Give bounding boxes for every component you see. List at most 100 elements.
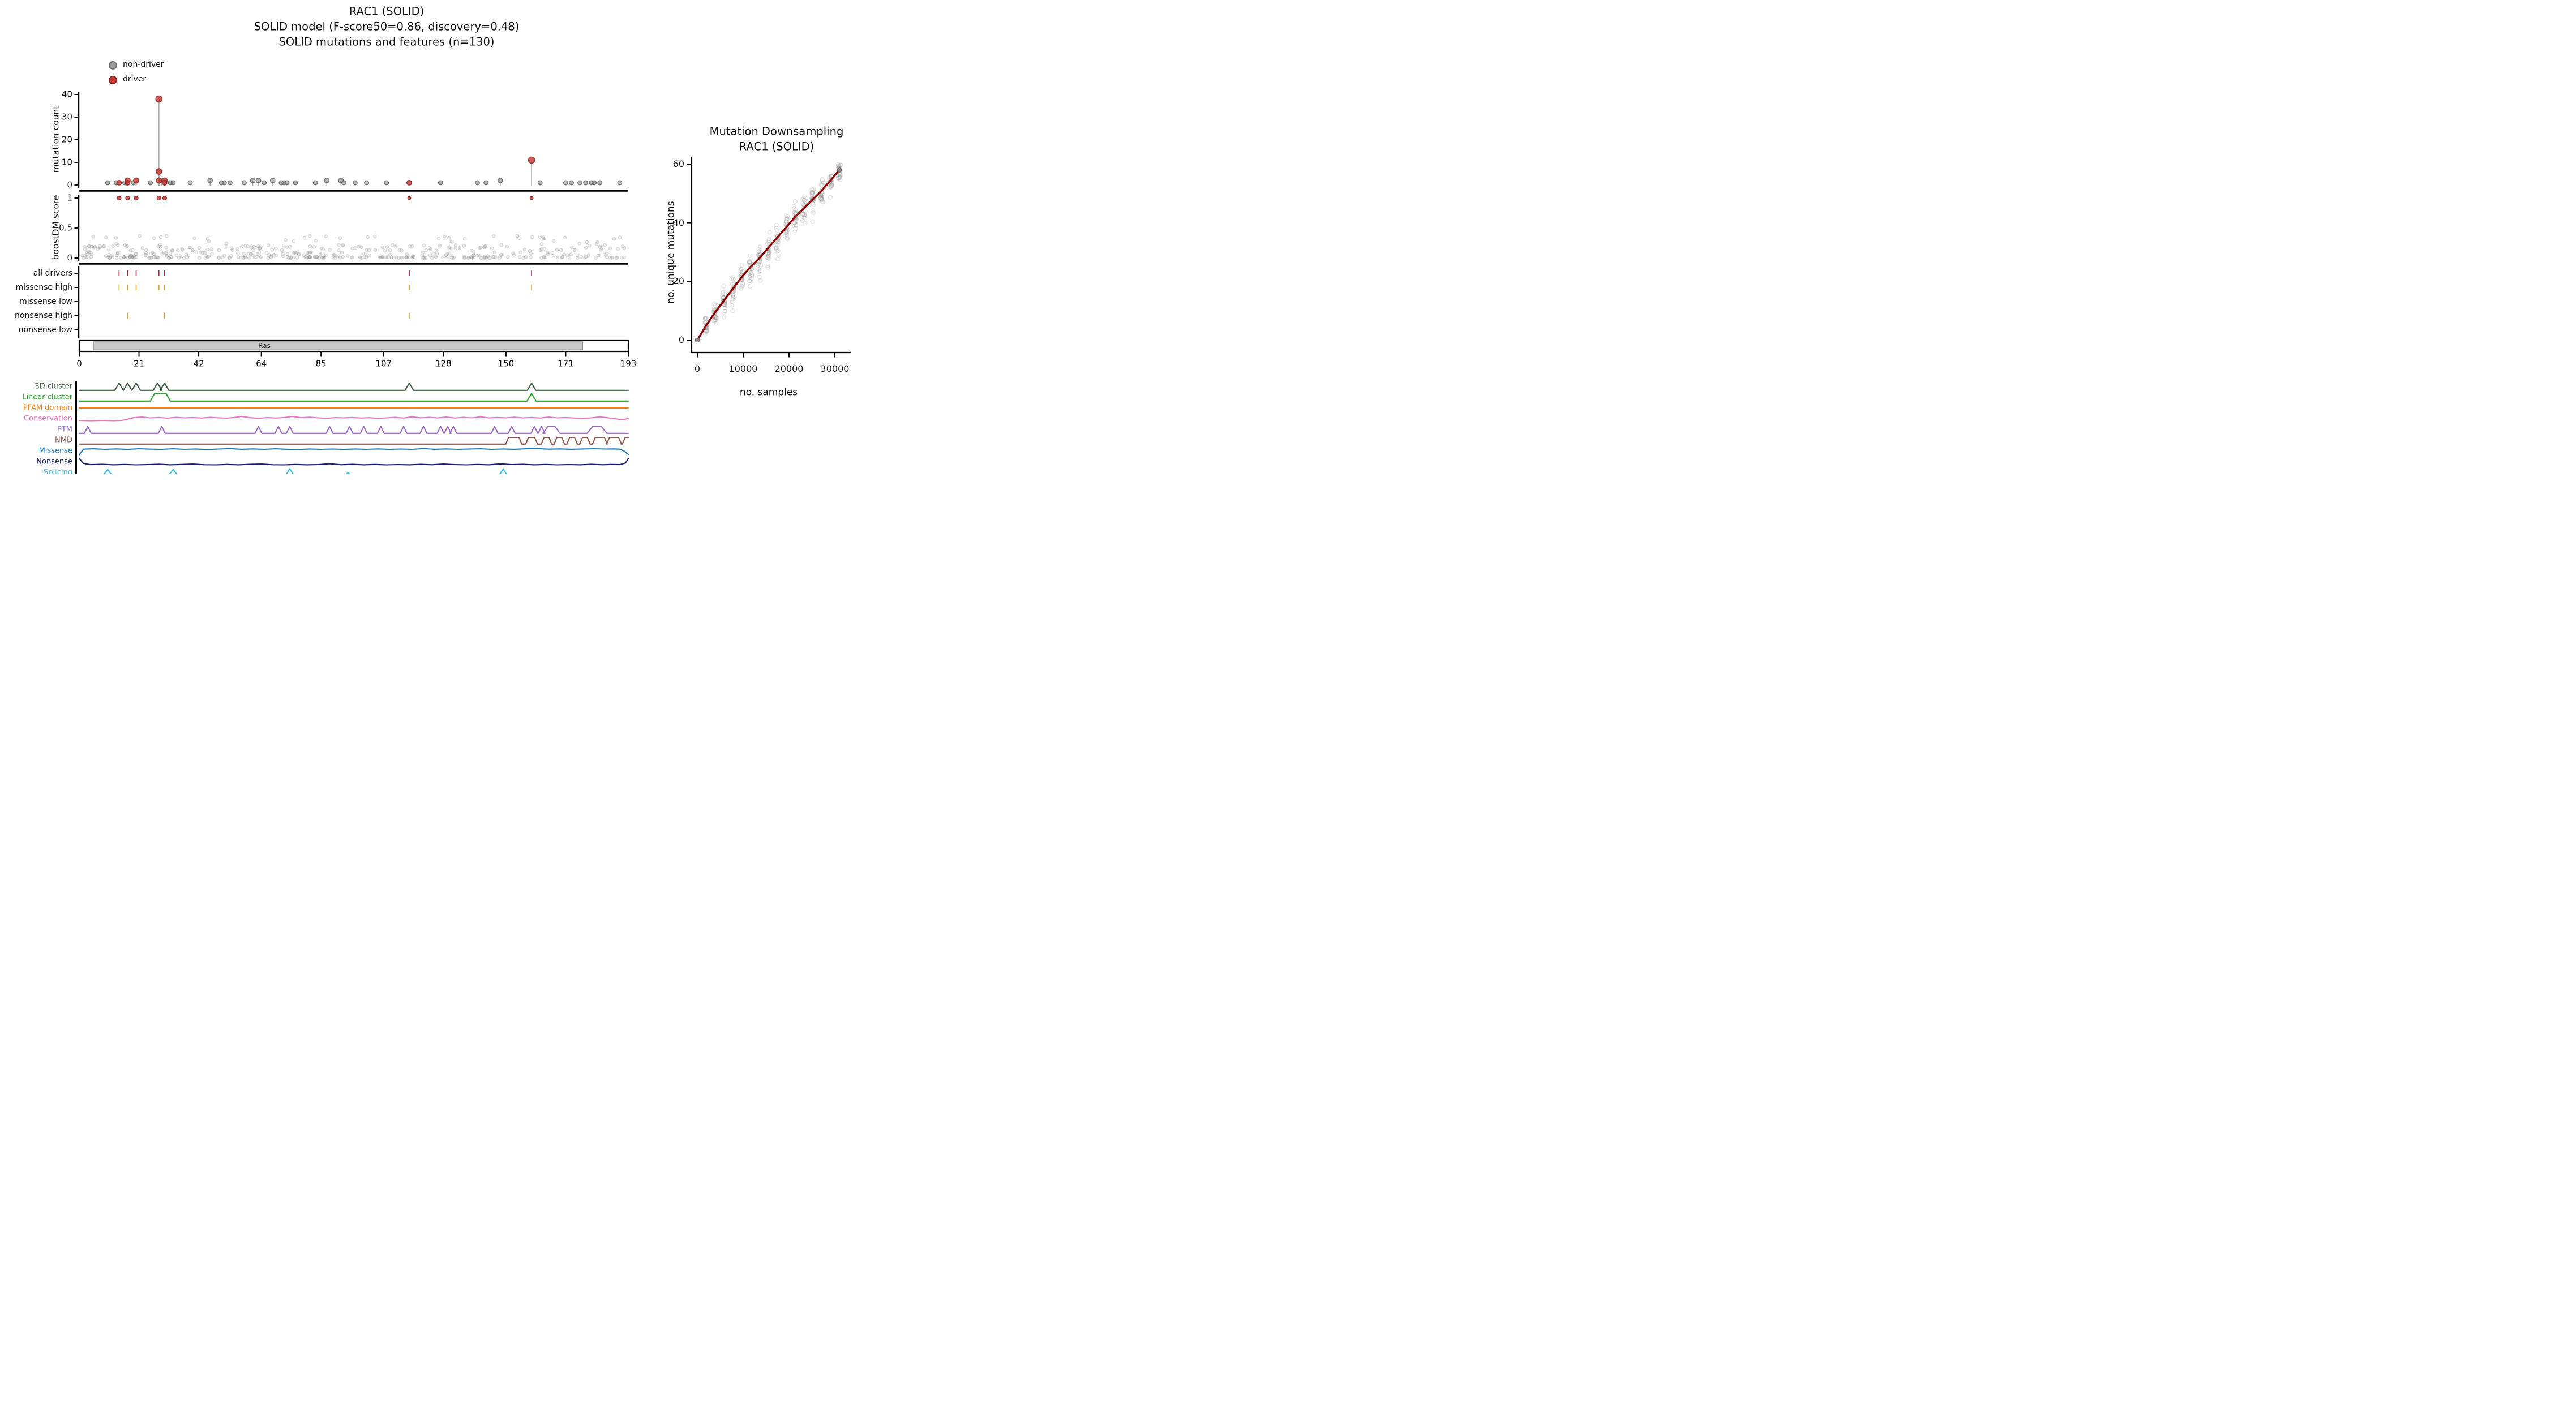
score-noise-dot [91,235,95,239]
score-noise-dot [107,252,112,257]
downsampling-scatter-dot [785,217,790,222]
score-noise-dot [498,256,502,260]
score-noise-dot [555,255,560,260]
downsampling-scatter-dot [748,273,753,278]
score-noise-dot [294,251,298,255]
score-noise-dot [110,255,115,260]
downsampling-scatter-dot [801,202,806,207]
downsampling-scatter-dot [802,221,808,226]
score-noise-dot [154,255,158,259]
score-noise-dot [616,247,620,251]
driver-needle-dot [133,177,139,184]
downsampling-scatter-dot [820,199,825,204]
score-noise-dot [302,236,307,240]
score-noise-dot [492,250,497,255]
score-noise-dot [267,252,271,257]
downsampling-scatter-dot [767,230,772,235]
downsampling-scatter-dot [818,198,824,203]
score-noise-dot [209,247,213,251]
downsampling-scatter-dot [748,259,753,264]
driver-score-dot [529,196,534,200]
score-noise-dot [192,236,196,240]
downsampling-scatter-dot [835,162,841,167]
downsampling-scatter-dot [730,297,735,302]
score-noise-dot [85,255,89,259]
score-noise-dot [605,251,609,256]
score-noise-dot [190,248,195,252]
score-noise-dot [256,252,260,256]
score-noise-dot [130,255,134,259]
score-noise-dot [384,255,388,259]
score-noise-dot [364,251,368,256]
downsampling-scatter-dot [722,302,727,307]
score-noise-dot [542,247,547,251]
score-noise-dot [486,254,490,258]
score-noise-dot [315,255,319,259]
downsampling-scatter-dot [758,268,763,273]
score-noise-dot [448,245,452,249]
score-noise-dot [292,239,296,243]
score-noise-dot [134,255,139,259]
score-noise-dot [307,250,311,255]
downsampling-scatter-dot [748,283,753,289]
downsampling-scatter-dot [766,250,771,255]
score-noise-dot [373,234,377,239]
score-noise-dot [333,256,337,260]
score-noise-dot [131,248,135,252]
downsampling-scatter-dot [766,256,771,261]
score-noise-dot [90,244,94,248]
score-noise-dot [295,255,299,260]
downsampling-scatter-dot [829,185,834,190]
downsampling-scatter-dot [792,224,797,229]
score-noise-dot [385,255,390,259]
score-noise-dot [346,254,350,258]
downsampling-scatter-dot [809,192,815,197]
score-noise-dot [333,253,337,257]
score-noise-dot [83,247,87,251]
downsampling-scatter-dot [730,282,735,287]
score-noise-dot [447,251,452,255]
downsampling-scatter-dot [828,195,833,200]
downsampling-scatter-dot [767,249,772,254]
score-noise-dot [332,252,336,257]
downsampling-scatter-dot [819,195,825,200]
score-noise-dot [307,255,311,260]
downsampling-scatter-dot [828,184,833,190]
score-noise-dot [410,255,414,260]
score-noise-dot [518,250,522,255]
downsampling-scatter-dot [827,179,832,184]
score-noise-dot [350,246,355,250]
score-noise-dot [229,246,234,250]
score-noise-dot [400,255,404,260]
score-noise-dot [577,242,581,246]
score-noise-dot [583,255,587,260]
driver-needle-dot [116,179,122,186]
score-noise-dot [449,246,454,251]
score-noise-dot [117,251,122,255]
downsampling-scatter-dot [713,315,718,320]
feature-line-Conservation [78,415,629,422]
downsampling-scatter-dot [711,301,717,306]
downsampling-scatter-dot [811,202,816,207]
downsampling-scatter-dot [811,187,816,192]
score-noise-dot [447,246,451,250]
score-noise-dot [341,243,345,247]
score-noise-dot [349,255,354,260]
score-noise-dot [542,255,546,260]
score-noise-dot [251,248,255,252]
score-noise-dot [307,234,312,238]
non-driver-needle-dot [242,180,247,186]
score-noise-dot [185,255,189,259]
score-noise-dot [539,256,543,260]
score-noise-dot [462,237,467,241]
score-noise-dot [411,254,415,259]
score-noise-dot [605,255,609,259]
downsampling-scatter-dot [785,233,790,238]
downsampling-scatter-dot [838,174,843,179]
driver-score-dot [407,196,412,200]
downsampling-scatter-dot [803,200,808,205]
score-noise-dot [569,252,573,256]
score-noise-dot [239,256,243,260]
score-noise-dot [111,244,115,248]
score-noise-dot [438,244,442,248]
